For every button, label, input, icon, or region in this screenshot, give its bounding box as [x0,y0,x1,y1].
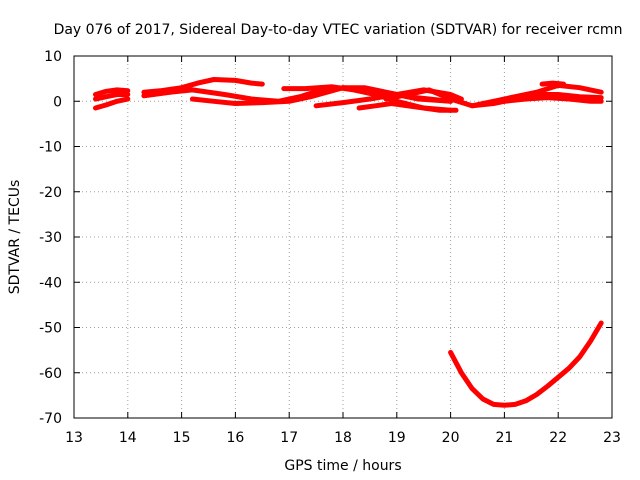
x-tick-label: 19 [388,430,406,446]
series-arc-1a [93,92,131,102]
axis-ticks: 13 14 15 16 17 18 19 20 21 22 23 10 0 -10 -20 -30 -40 -50… [39,49,621,446]
y-tick-label: -60 [39,366,62,382]
y-axis-label: SDTVAR / TECUs [7,180,23,295]
series-arc-1b [93,96,131,111]
x-tick-label: 22 [549,430,567,446]
x-tick-label: 13 [65,430,83,446]
y-tick-label: -10 [39,140,62,156]
series-arc-11 [539,80,567,87]
y-tick-label: 10 [44,49,62,65]
series-arc-1c [93,87,131,97]
x-tick-label: 18 [334,430,352,446]
x-tick-label: 17 [280,430,298,446]
y-tick-label: -20 [39,185,62,201]
y-tick-label: -30 [39,230,62,246]
x-axis-label: GPS time / hours [284,458,401,474]
y-tick-label: -40 [39,275,62,291]
series-arc-10 [480,95,604,106]
x-tick-label: 20 [442,430,460,446]
x-tick-label: 14 [119,430,137,446]
series-arc-7 [356,101,459,113]
series-arc-12 [448,320,604,408]
series-arc-2 [141,77,265,95]
y-tick-label: -70 [39,411,62,427]
x-tick-label: 16 [226,430,244,446]
x-tick-label: 21 [495,430,513,446]
grid [74,56,612,418]
x-tick-label: 15 [173,430,191,446]
y-tick-label: -50 [39,321,62,337]
chart-title: Day 076 of 2017, Sidereal Day-to-day VTE… [54,22,623,38]
data-series [93,77,604,408]
y-tick-label: 0 [53,94,62,110]
x-tick-label: 23 [603,430,621,446]
